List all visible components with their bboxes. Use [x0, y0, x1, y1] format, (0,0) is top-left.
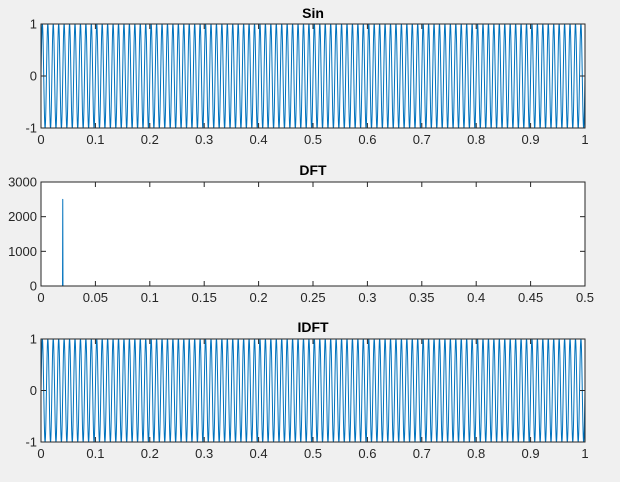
x-tick-label: 0.35: [409, 290, 434, 305]
x-tick-label: 0.6: [358, 446, 376, 461]
x-tick-label: 0.4: [250, 132, 268, 147]
x-tick-label: 0.05: [83, 290, 108, 305]
x-tick-label: 0.5: [576, 290, 594, 305]
x-tick-label: 0.5: [304, 446, 322, 461]
x-tick-label: 0.2: [141, 132, 159, 147]
x-tick-label: 0.3: [358, 290, 376, 305]
series-line-0: [40, 338, 586, 443]
x-tick-label: 0.8: [467, 446, 485, 461]
x-tick-label: 0.6: [358, 132, 376, 147]
series-layer: [40, 23, 586, 129]
axes-background: [41, 182, 585, 286]
x-tick-label: 0.3: [195, 446, 213, 461]
ticks-layer: 0 0.1 0.2 0.3 0.4 0.5 0.6 0.7 0.8 0.9 1-101: [25, 332, 588, 462]
x-tick-label: 0: [37, 446, 44, 461]
x-tick-label: 0.2: [141, 446, 159, 461]
y-tick-label: 1000: [8, 244, 37, 259]
y-tick-label: 3000: [8, 175, 37, 190]
x-tick-label: 0.9: [522, 446, 540, 461]
y-tick-label: 0: [30, 383, 37, 398]
x-tick-label: 0.2: [250, 290, 268, 305]
ticks-layer: 0 0.1 0.2 0.3 0.4 0.5 0.6 0.7 0.8 0.9 1-101: [25, 17, 588, 148]
x-tick-label: 1: [581, 446, 588, 461]
x-tick-label: 0.15: [192, 290, 217, 305]
x-tick-label: 0: [37, 290, 44, 305]
y-tick-label: 0: [30, 279, 37, 294]
x-tick-label: 0.4: [467, 290, 485, 305]
y-tick-label: 0: [30, 69, 37, 84]
y-tick-label: -1: [25, 121, 37, 136]
x-tick-label: 0.7: [413, 446, 431, 461]
chart-title: IDFT: [297, 319, 329, 335]
subplot-dft: DFT 0 0.05 0.1 0.15 0.2 0.25 0.3 0.35 0.4 0.45 0.5…: [8, 162, 594, 305]
x-tick-label: 0.45: [518, 290, 543, 305]
subplot-sin: Sin 0 0.1 0.2 0.3 0.4 0.5 0.6 0.7 0.8 0.9 1-101: [25, 5, 588, 147]
x-tick-label: 0: [37, 132, 44, 147]
chart-title: Sin: [302, 5, 324, 21]
x-tick-label: 0.8: [467, 132, 485, 147]
x-tick-label: 0.5: [304, 132, 322, 147]
x-tick-label: 0.1: [86, 132, 104, 147]
series-layer: [40, 338, 586, 443]
y-tick-label: 1: [30, 17, 37, 32]
x-tick-label: 1: [581, 132, 588, 147]
x-tick-label: 0.1: [141, 290, 159, 305]
chart-title: DFT: [299, 162, 327, 178]
x-tick-label: 0.25: [300, 290, 325, 305]
x-tick-label: 0.9: [522, 132, 540, 147]
x-tick-label: 0.4: [250, 446, 268, 461]
y-tick-label: 1: [30, 332, 37, 347]
ticks-layer: 0 0.05 0.1 0.15 0.2 0.25 0.3 0.35 0.4 0.45 0.5 0 100…: [8, 175, 594, 306]
x-tick-label: 0.1: [86, 446, 104, 461]
subplot-idft: IDFT 0 0.1 0.2 0.3 0.4 0.5 0.6 0.7 0.8 0.9 1-101: [25, 319, 588, 461]
y-tick-label: -1: [25, 435, 37, 450]
x-tick-label: 0.3: [195, 132, 213, 147]
series-line-0: [40, 23, 586, 129]
y-tick-label: 2000: [8, 209, 37, 224]
x-tick-label: 0.7: [413, 132, 431, 147]
